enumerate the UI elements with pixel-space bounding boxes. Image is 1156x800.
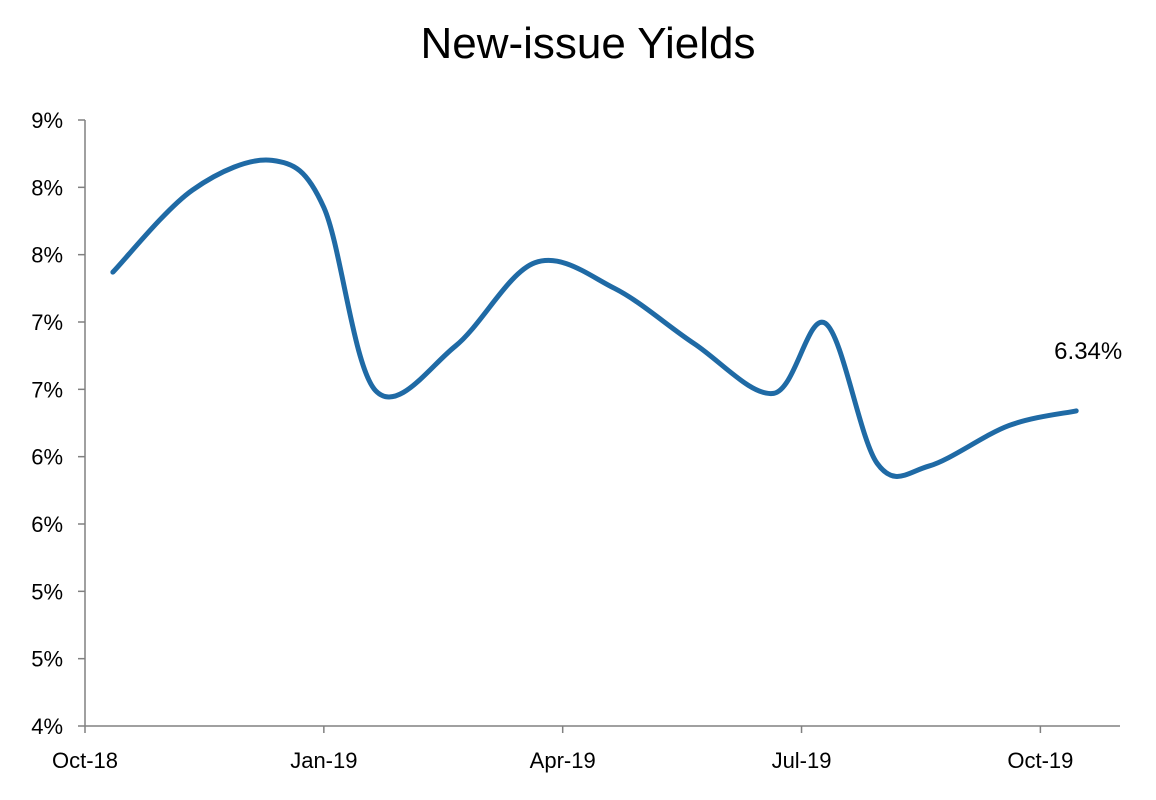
series-group	[110, 157, 1079, 479]
y-tick-label: 6%	[31, 445, 63, 470]
y-axis: 4% 5% 5% 6% 6% 7% 7% 8% 8% 9%	[31, 108, 86, 739]
series-line	[110, 157, 1079, 479]
y-tick-label: 8%	[31, 175, 63, 200]
chart-title: New-issue Yields	[420, 19, 755, 68]
y-tick-label: 7%	[31, 310, 63, 335]
x-tick-label: Jul-19	[772, 748, 832, 773]
y-tick-label: 4%	[31, 714, 63, 739]
y-tick-label: 5%	[31, 579, 63, 604]
x-axis: Oct-18 Jan-19 Apr-19 Jul-19 Oct-19	[52, 725, 1120, 773]
y-tick-label: 5%	[31, 647, 63, 672]
x-tick-label: Apr-19	[530, 748, 596, 773]
x-tick-label: Jan-19	[290, 748, 357, 773]
y-tick-label: 9%	[31, 108, 63, 133]
data-labels: 6.34%	[1054, 338, 1122, 365]
x-tick-label: Oct-18	[52, 748, 118, 773]
y-tick-label: 7%	[31, 377, 63, 402]
x-tick-label: Oct-19	[1007, 748, 1073, 773]
end-value-label: 6.34%	[1054, 338, 1122, 365]
y-tick-label: 6%	[31, 512, 63, 537]
y-tick-label: 8%	[31, 243, 63, 268]
